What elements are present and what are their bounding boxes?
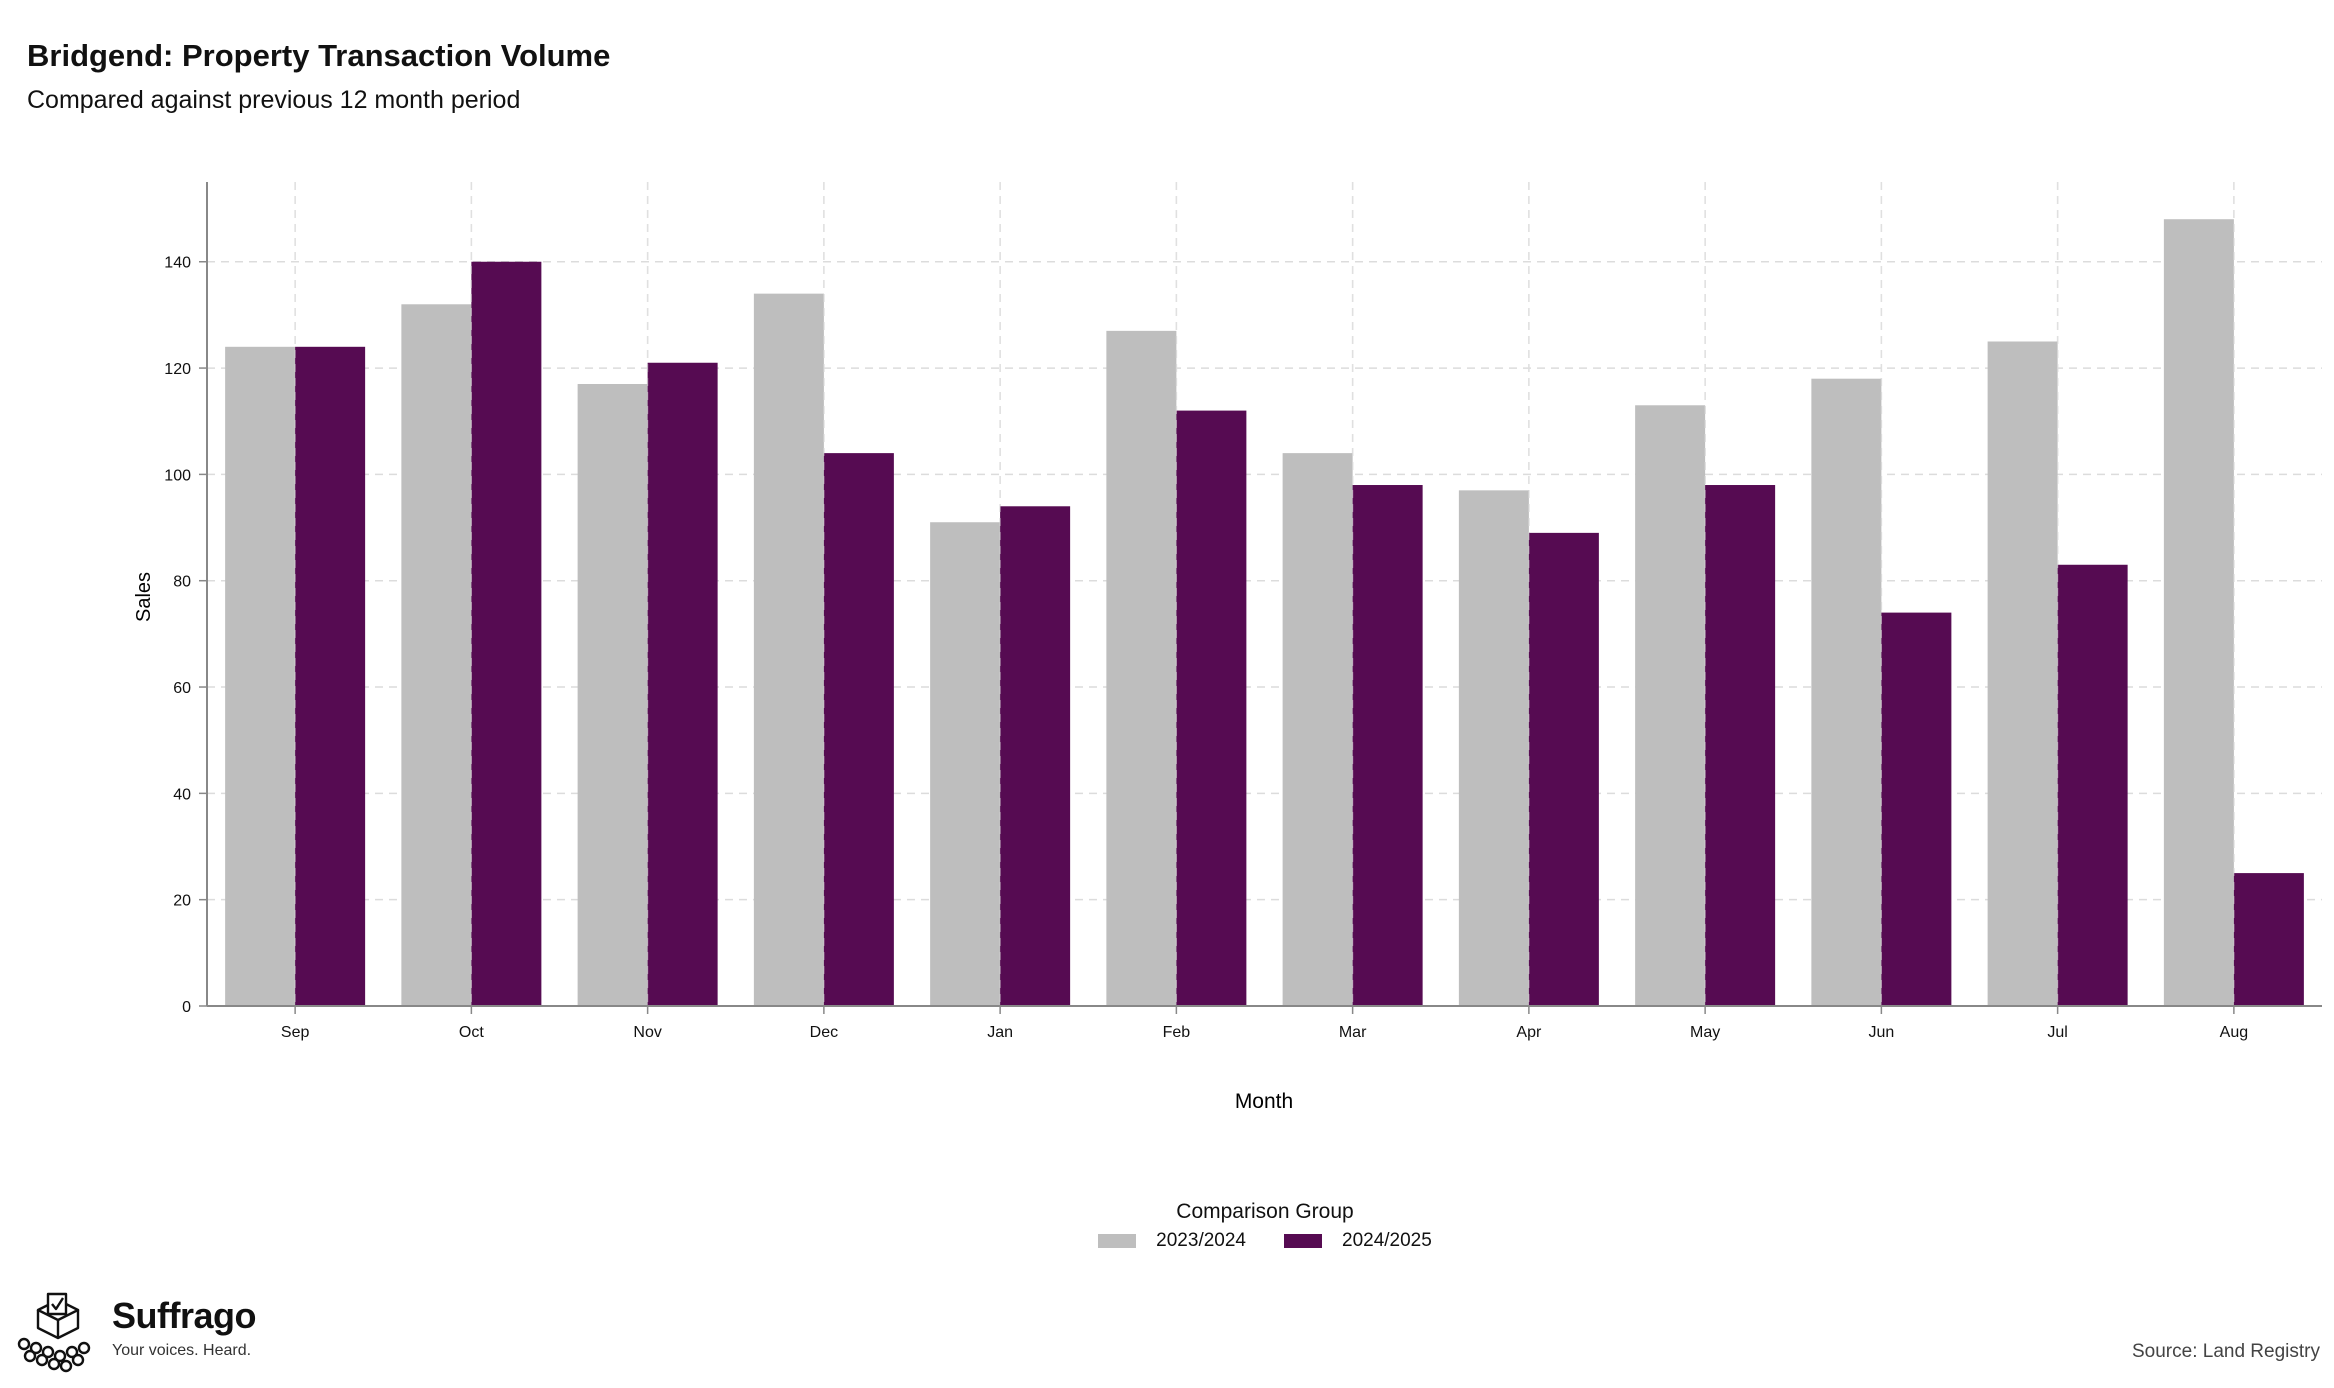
bar-2023-2024-jun: [1811, 378, 1882, 1006]
y-tick-label: 40: [173, 786, 191, 803]
chart-title: Bridgend: Property Transaction Volume: [27, 38, 611, 73]
source-note: Source: Land Registry: [2132, 1341, 2320, 1362]
bar-2024-2025-jun: [1881, 612, 1952, 1006]
brand-name: Suffrago: [112, 1295, 257, 1336]
x-tick-label: Jul: [2047, 1024, 2067, 1041]
y-tick-label: 100: [164, 467, 191, 484]
y-tick-label: 60: [173, 680, 191, 697]
ballot-box-icon: [17, 1292, 91, 1373]
bar-2024-2025-apr: [1528, 532, 1599, 1006]
bar-2023-2024-jan: [930, 522, 1001, 1006]
x-tick-label: Jun: [1868, 1024, 1894, 1041]
bar-2023-2024-feb: [1106, 330, 1177, 1006]
legend-label: 2024/2025: [1342, 1230, 1432, 1251]
bar-2024-2025-oct: [471, 261, 542, 1006]
bar-2023-2024-jul: [1987, 341, 2058, 1006]
legend-label: 2023/2024: [1156, 1230, 1246, 1251]
x-tick-label: Aug: [2220, 1024, 2248, 1041]
legend-item-2023-2024: 2023/2024: [1098, 1230, 1246, 1252]
x-tick-label: Mar: [1339, 1024, 1367, 1041]
x-tick-label: Apr: [1516, 1024, 1542, 1041]
legend: Comparison Group 2023/2024 2024/2025: [0, 1200, 2334, 1253]
bar-2023-2024-dec: [753, 293, 824, 1007]
bar-2024-2025-nov: [647, 362, 718, 1006]
tick-labels: 0 20 40 60 80 100 120 140 Sep Oct Nov Dec Jan Feb Mar A…: [164, 255, 2248, 1041]
x-tick-label: Feb: [1163, 1024, 1191, 1041]
legend-swatch: [1284, 1234, 1322, 1248]
y-tick-label: 140: [164, 255, 191, 272]
bar-2024-2025-jan: [1000, 506, 1071, 1006]
x-tick-label: Nov: [633, 1024, 661, 1041]
x-tick-label: Dec: [810, 1024, 838, 1041]
legend-title: Comparison Group: [1176, 1200, 1354, 1223]
bar-2024-2025-feb: [1176, 410, 1247, 1007]
x-tick-label: May: [1690, 1024, 1720, 1041]
y-tick-label: 0: [182, 999, 191, 1016]
axes: [199, 182, 2322, 1014]
bar-2023-2024-apr: [1458, 490, 1529, 1007]
bar-2023-2024-aug: [2163, 219, 2234, 1007]
bars: [225, 182, 2304, 1007]
y-axis-label: Sales: [133, 572, 155, 622]
y-tick-label: 120: [164, 361, 191, 378]
bar-2024-2025-mar: [1352, 485, 1423, 1006]
x-tick-label: Oct: [459, 1024, 484, 1041]
y-tick-label: 80: [173, 574, 191, 591]
brand-logo: Suffrago Your voices. Heard.: [14, 1292, 257, 1374]
bar-2023-2024-oct: [401, 304, 472, 1006]
bar-chart: 0 20 40 60 80 100 120 140 Sep Oct Nov Dec Jan Feb Mar A…: [133, 182, 2322, 1113]
chart-subtitle: Compared against previous 12 month perio…: [27, 86, 521, 114]
bar-2023-2024-nov: [577, 384, 648, 1006]
y-tick-label: 20: [173, 893, 191, 910]
bar-2024-2025-may: [1705, 485, 1776, 1006]
x-tick-label: Sep: [281, 1024, 310, 1041]
bar-2024-2025-sep: [295, 346, 366, 1006]
brand-tagline: Your voices. Heard.: [112, 1342, 252, 1359]
bar-2024-2025-jul: [2057, 564, 2128, 1006]
legend-item-2024-2025: 2024/2025: [1284, 1230, 1432, 1252]
x-axis-label: Month: [1235, 1090, 1293, 1113]
x-tick-label: Jan: [987, 1024, 1013, 1041]
bar-2024-2025-dec: [823, 453, 894, 1007]
bar-2023-2024-may: [1635, 405, 1706, 1006]
bar-2023-2024-mar: [1282, 453, 1353, 1007]
legend-swatch: [1098, 1234, 1137, 1248]
bar-2024-2025-aug: [2233, 873, 2304, 1006]
bar-2023-2024-sep: [225, 346, 296, 1006]
